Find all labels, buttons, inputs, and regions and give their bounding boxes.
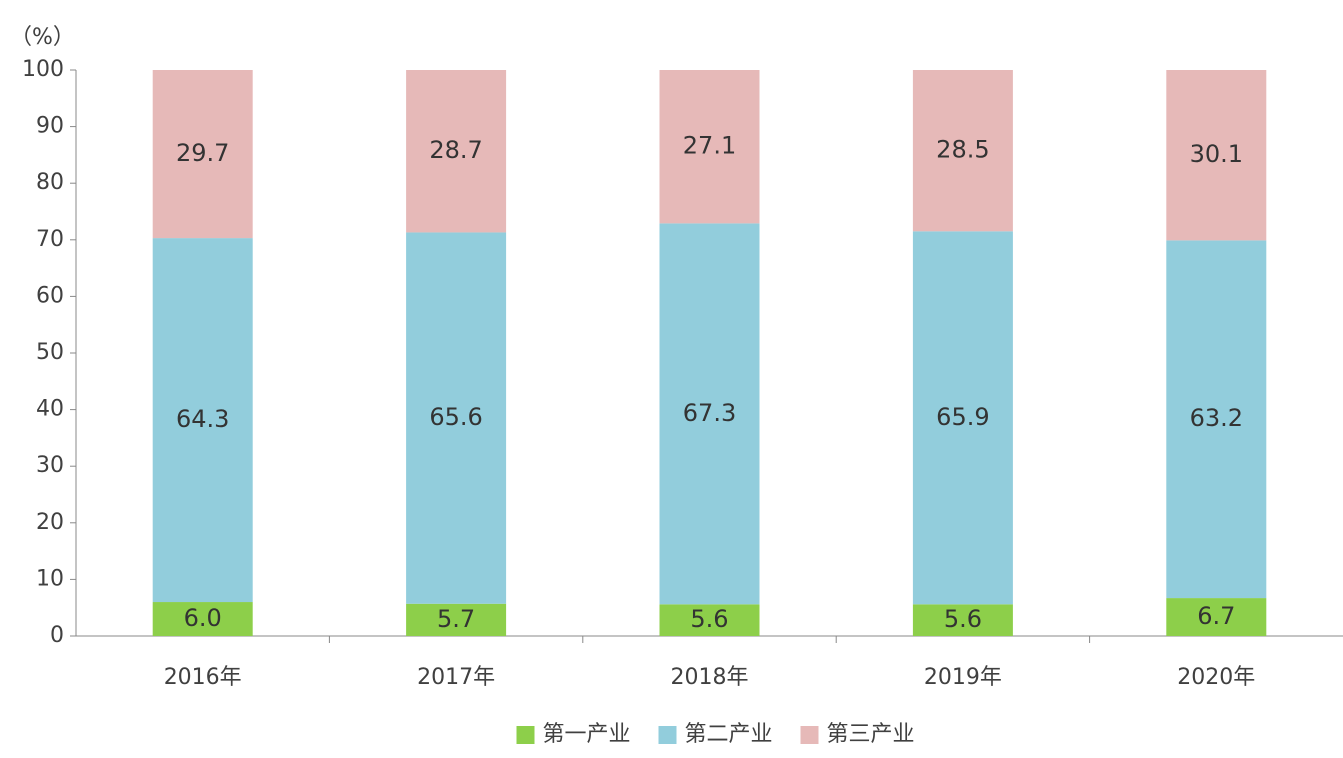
bar-segment [406, 70, 507, 233]
data-label: 28.7 [429, 136, 482, 164]
y-tick-label: 90 [36, 114, 64, 139]
data-label: 65.9 [936, 403, 989, 431]
data-label: 5.7 [437, 605, 475, 633]
data-label: 27.1 [683, 132, 736, 160]
data-label: 29.7 [176, 139, 229, 167]
bar-segment [659, 604, 760, 636]
bar-segment [406, 232, 507, 604]
legend-swatch [516, 726, 535, 744]
legend-swatch [658, 726, 677, 744]
bar-segment [406, 603, 507, 636]
bar-segment [152, 238, 253, 603]
y-axis-label: （%） [10, 25, 75, 50]
bar-segment [659, 223, 760, 605]
data-label: 63.2 [1190, 404, 1243, 432]
x-tick-label: 2019年 [924, 665, 1002, 690]
y-tick-label: 100 [22, 57, 64, 82]
y-tick-label: 60 [36, 283, 64, 308]
legend-label: 第二产业 [685, 722, 773, 747]
data-label: 28.5 [936, 136, 989, 164]
bar-segment [912, 231, 1013, 605]
legend-swatch [800, 726, 819, 744]
data-label: 6.0 [184, 604, 222, 632]
bar-segment [1166, 598, 1267, 636]
legend-label: 第一产业 [543, 722, 631, 747]
y-tick-label: 80 [36, 170, 64, 195]
x-tick-label: 2017年 [417, 665, 495, 690]
x-tick-label: 2018年 [671, 665, 749, 690]
x-tick-label: 2020年 [1177, 665, 1255, 690]
bar-segment [912, 70, 1013, 232]
y-tick-label: 40 [36, 397, 64, 422]
bar-segment [659, 70, 760, 224]
bar-segment [912, 604, 1013, 636]
bar-segment [152, 70, 253, 239]
x-tick-label: 2016年 [164, 665, 242, 690]
y-tick-label: 50 [36, 340, 64, 365]
bar-segment [1166, 240, 1267, 599]
y-tick-label: 0 [50, 623, 64, 648]
y-tick-label: 20 [36, 510, 64, 535]
data-label: 64.3 [176, 405, 229, 433]
y-tick-label: 30 [36, 453, 64, 478]
data-label: 67.3 [683, 399, 736, 427]
y-tick-label: 10 [36, 566, 64, 591]
y-tick-label: 70 [36, 227, 64, 252]
data-label: 30.1 [1190, 140, 1243, 168]
bar-segment [1166, 70, 1267, 241]
data-label: 5.6 [690, 605, 728, 633]
legend-label: 第三产业 [827, 722, 915, 747]
data-label: 6.7 [1197, 602, 1235, 630]
data-label: 65.6 [429, 403, 482, 431]
bar-segment [152, 602, 253, 636]
data-label: 5.6 [944, 605, 982, 633]
